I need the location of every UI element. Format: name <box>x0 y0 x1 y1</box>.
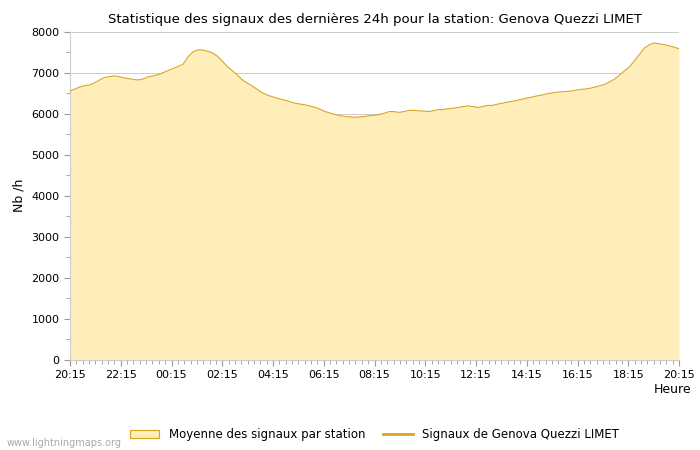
Y-axis label: Nb /h: Nb /h <box>13 179 26 212</box>
X-axis label: Heure: Heure <box>654 383 691 396</box>
Title: Statistique des signaux des dernières 24h pour la station: Genova Quezzi LIMET: Statistique des signaux des dernières 24… <box>108 13 641 26</box>
Text: www.lightningmaps.org: www.lightningmaps.org <box>7 438 122 448</box>
Legend: Moyenne des signaux par station, Signaux de Genova Quezzi LIMET: Moyenne des signaux par station, Signaux… <box>125 423 624 446</box>
